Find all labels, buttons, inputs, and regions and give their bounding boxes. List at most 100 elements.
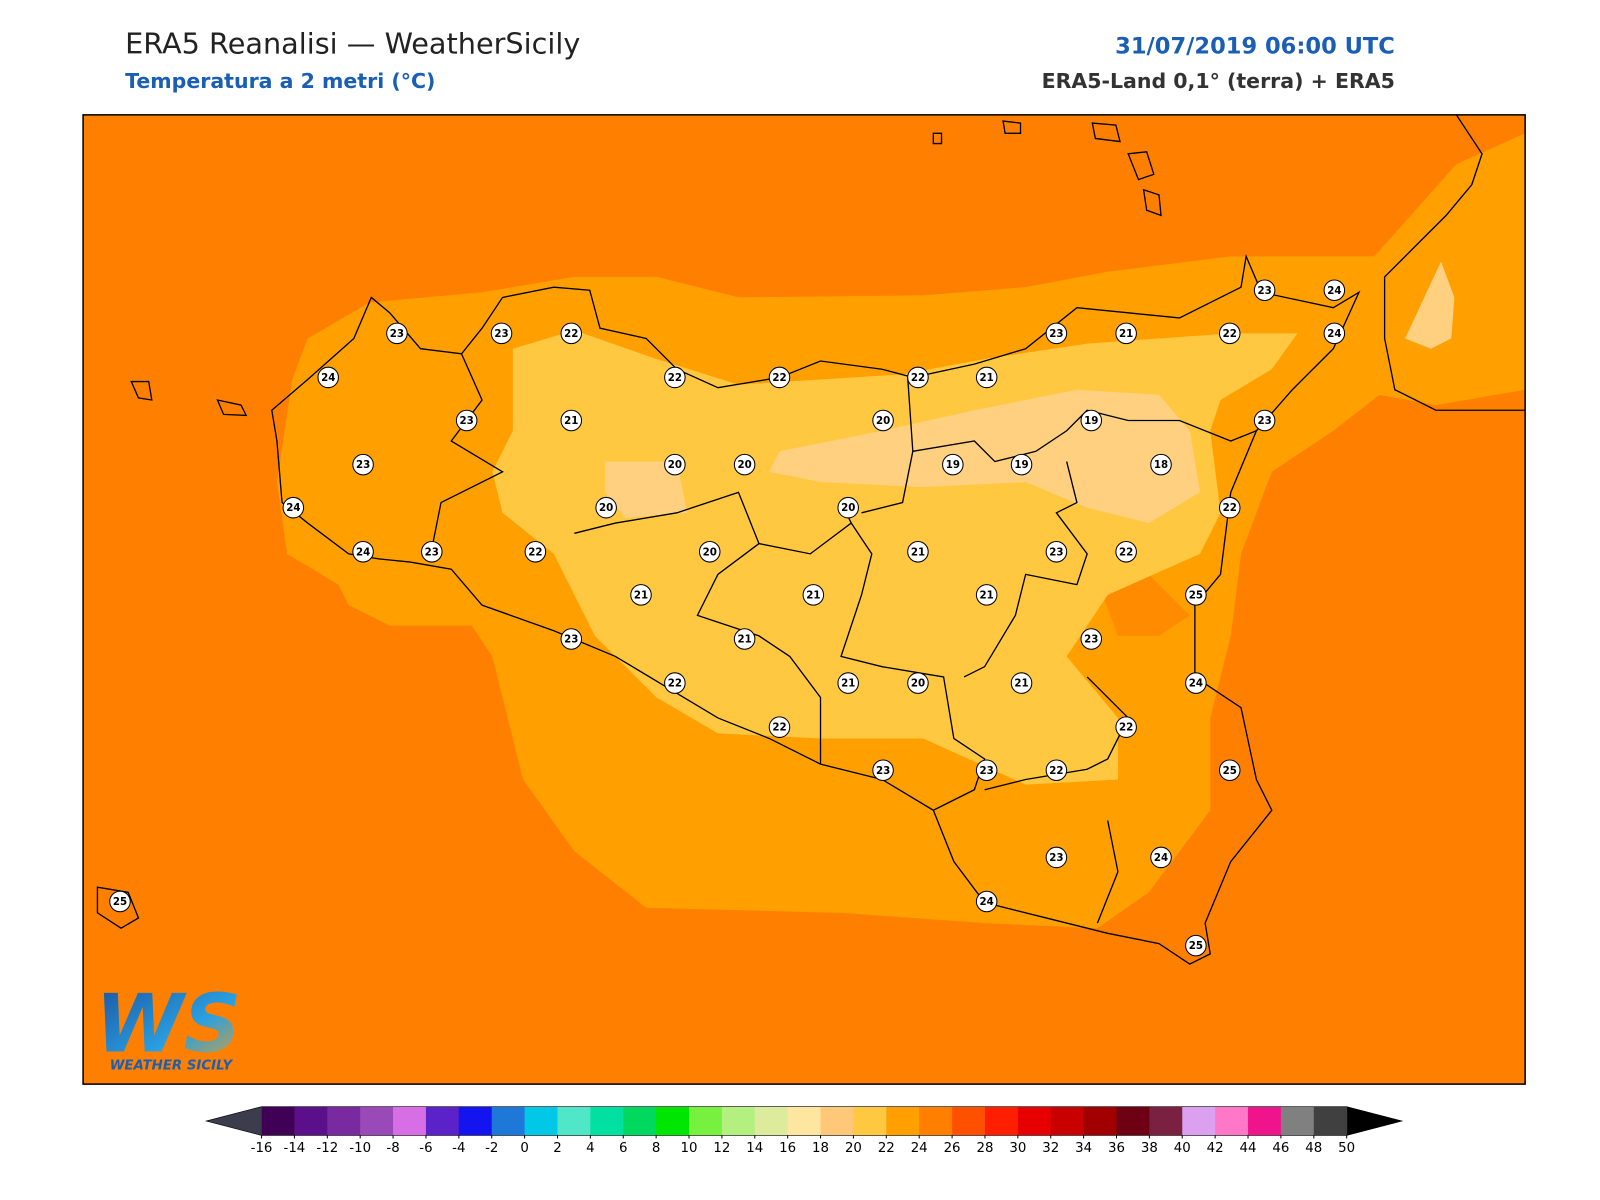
station-marker bbox=[1323, 279, 1346, 302]
station-value: 23 bbox=[390, 328, 404, 340]
station-marker bbox=[1323, 322, 1346, 345]
station: 24 bbox=[1185, 672, 1207, 694]
station-value: 23 bbox=[1049, 328, 1063, 340]
station-marker bbox=[664, 672, 686, 694]
station-value: 23 bbox=[1257, 285, 1271, 297]
colorbar-bin bbox=[1215, 1106, 1249, 1136]
station-marker bbox=[1045, 759, 1068, 782]
station: 23 bbox=[1045, 541, 1068, 563]
colorbar-outline bbox=[204, 1106, 1404, 1136]
station-marker bbox=[664, 453, 686, 476]
colorbar-under bbox=[206, 1106, 262, 1136]
station-marker bbox=[1045, 846, 1068, 869]
colorbar-bin bbox=[1149, 1106, 1183, 1136]
colorbar-bin bbox=[590, 1106, 624, 1136]
station-marker bbox=[802, 584, 825, 606]
colorbar-tick-label: 34 bbox=[1075, 1141, 1092, 1156]
colorbar-bin bbox=[294, 1106, 328, 1136]
colorbar-tick-label: 20 bbox=[845, 1141, 862, 1156]
station: 22 bbox=[1115, 541, 1137, 563]
provincial-boundaries bbox=[430, 353, 1257, 924]
station: 25 bbox=[1218, 759, 1241, 782]
colorbar-tick-label: 42 bbox=[1207, 1141, 1224, 1156]
station: 21 bbox=[1115, 322, 1137, 345]
station-marker bbox=[1218, 322, 1241, 345]
station: 25 bbox=[1185, 934, 1207, 957]
colorbar-tick-label: 50 bbox=[1338, 1141, 1355, 1156]
station-marker bbox=[1253, 279, 1276, 302]
zone-18-20 bbox=[605, 261, 1455, 524]
colorbar-bin bbox=[952, 1106, 986, 1136]
station-marker bbox=[1150, 846, 1172, 869]
station-value: 24 bbox=[321, 372, 335, 384]
station-value: 20 bbox=[668, 459, 682, 471]
station: 23 bbox=[560, 628, 583, 650]
station: 20 bbox=[733, 453, 756, 476]
station-value: 20 bbox=[841, 502, 855, 514]
station-marker bbox=[282, 496, 305, 519]
station-marker bbox=[560, 322, 583, 345]
station-value: 24 bbox=[356, 546, 370, 558]
station-value: 25 bbox=[1223, 765, 1237, 777]
station-marker bbox=[560, 628, 583, 650]
station-value: 24 bbox=[1189, 678, 1203, 690]
station-value: 23 bbox=[1084, 633, 1098, 645]
station-marker bbox=[975, 584, 998, 606]
colorbar-bin bbox=[919, 1106, 953, 1136]
station-marker bbox=[1115, 541, 1137, 563]
station-value: 19 bbox=[946, 459, 960, 471]
station-value: 21 bbox=[980, 589, 994, 601]
station-value: 22 bbox=[772, 722, 786, 734]
colorbar-bin bbox=[1050, 1106, 1085, 1136]
colorbar: -16 -14 -12 -10 -8 -6 -4 -2 0 2 4 6 8 10 12 14 16 18 20 22 2… bbox=[204, 1106, 1404, 1156]
station: 19 bbox=[942, 453, 964, 476]
colorbar-bin bbox=[853, 1106, 887, 1136]
calabria-coastline bbox=[1383, 114, 1526, 411]
station-value: 22 bbox=[911, 372, 925, 384]
station-value: 24 bbox=[980, 896, 994, 908]
station-value: 20 bbox=[911, 678, 925, 690]
colorbar-tick-label: 10 bbox=[681, 1141, 698, 1156]
logo-mark: WS bbox=[95, 977, 241, 1070]
station: 24 bbox=[1323, 279, 1346, 302]
station-value: 23 bbox=[876, 765, 890, 777]
station-value: 23 bbox=[1049, 546, 1063, 558]
station: 21 bbox=[802, 584, 825, 606]
colorbar-tick-label: -2 bbox=[485, 1141, 498, 1156]
station: 19 bbox=[1080, 409, 1103, 432]
title: ERA5 Reanalisi — WeatherSicily bbox=[125, 26, 580, 60]
colorbar-tick-label: 32 bbox=[1042, 1141, 1059, 1156]
colorbar-bin bbox=[327, 1106, 361, 1136]
colorbar-bin bbox=[425, 1106, 460, 1136]
station-value: 22 bbox=[1119, 722, 1133, 734]
station-marker bbox=[421, 541, 443, 563]
station: 23 bbox=[1045, 322, 1068, 345]
station-marker bbox=[907, 541, 929, 563]
colorbar-bin bbox=[787, 1106, 822, 1136]
station-value: 24 bbox=[1154, 852, 1168, 864]
station: 25 bbox=[1185, 584, 1207, 606]
station: 19 bbox=[1010, 453, 1033, 476]
colorbar-bin bbox=[1083, 1106, 1118, 1136]
colorbar-bin bbox=[754, 1106, 789, 1136]
station-value: 21 bbox=[737, 633, 751, 645]
station: 23 bbox=[1045, 846, 1068, 869]
station: 23 bbox=[386, 322, 408, 345]
station: 22 bbox=[768, 366, 791, 389]
station-marker bbox=[317, 366, 339, 389]
colorbar-tick-label: 38 bbox=[1141, 1141, 1158, 1156]
islands bbox=[96, 120, 1162, 929]
station: 24 bbox=[317, 366, 339, 389]
station-value: 23 bbox=[1257, 415, 1271, 427]
station: 22 bbox=[907, 366, 929, 389]
station-value: 23 bbox=[460, 415, 474, 427]
station-value: 23 bbox=[1049, 852, 1063, 864]
colorbar-tick-label: 14 bbox=[746, 1141, 763, 1156]
station: 20 bbox=[595, 496, 617, 519]
colorbar-tick-label: 4 bbox=[586, 1141, 594, 1156]
colorbar-bin bbox=[1182, 1106, 1216, 1136]
station: 24 bbox=[975, 890, 998, 913]
station-value: 24 bbox=[286, 502, 300, 514]
station-marker bbox=[733, 453, 756, 476]
